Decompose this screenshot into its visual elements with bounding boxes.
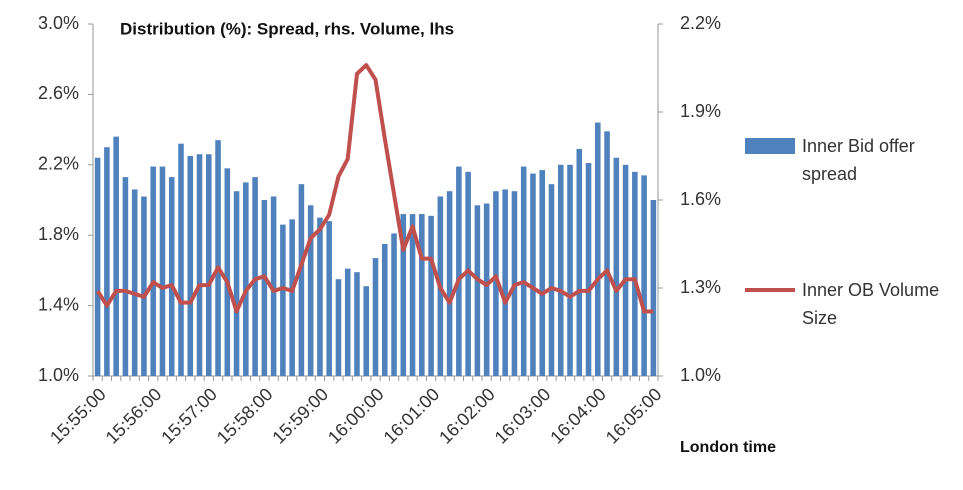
bar <box>539 170 545 376</box>
x-tick-label: 15:58:00 <box>213 384 277 448</box>
bar <box>150 166 156 376</box>
x-axis-label: London time <box>680 439 776 456</box>
legend-label: Inner Bid offer spread <box>802 136 915 184</box>
y2-tick-label: 1.9% <box>680 101 721 121</box>
bar <box>113 136 119 376</box>
bar <box>196 154 203 376</box>
bar <box>409 214 416 376</box>
bar <box>326 221 332 376</box>
x-tick-label: 15:56:00 <box>102 384 166 448</box>
bar <box>474 205 481 376</box>
bar <box>622 164 629 376</box>
bar <box>548 184 555 376</box>
x-tick-label: 16:01:00 <box>380 384 444 448</box>
y2-tick-label: 1.3% <box>680 277 721 297</box>
bar <box>187 156 194 376</box>
bar <box>557 164 564 376</box>
bar <box>344 268 351 376</box>
bar <box>94 157 101 376</box>
bar <box>567 164 573 376</box>
bar <box>613 157 620 376</box>
y-tick-label: 2.2% <box>38 154 79 174</box>
bar <box>400 214 407 376</box>
bar <box>576 148 583 376</box>
bar <box>178 143 184 376</box>
bar <box>650 200 657 376</box>
bar <box>252 177 258 376</box>
bar <box>159 166 166 376</box>
y-tick-label: 2.6% <box>38 83 79 103</box>
x-tick-label: 16:03:00 <box>491 384 555 448</box>
x-tick-label: 15:57:00 <box>157 384 221 448</box>
bar <box>280 224 286 376</box>
bar <box>530 173 536 376</box>
y-tick-label: 3.0% <box>38 13 79 33</box>
bar <box>465 171 471 376</box>
x-tick-label: 16:00:00 <box>324 384 388 448</box>
bar <box>372 258 379 376</box>
bar <box>298 184 305 376</box>
x-tick-label: 16:02:00 <box>435 384 499 448</box>
bar <box>446 191 453 376</box>
bar <box>493 191 499 376</box>
bar <box>419 214 425 376</box>
bar <box>641 175 647 376</box>
line <box>95 63 654 314</box>
bar <box>456 166 462 376</box>
bar <box>243 182 249 376</box>
x-tick-label: 16:04:00 <box>546 384 610 448</box>
bar <box>520 166 527 376</box>
bar <box>141 196 147 376</box>
bar <box>104 147 110 376</box>
bar <box>131 189 138 376</box>
bar <box>233 191 240 376</box>
bar <box>428 215 434 376</box>
y2-tick-label: 1.0% <box>680 365 721 385</box>
bar <box>307 205 314 376</box>
legend-swatch <box>745 138 795 154</box>
y-tick-label: 1.8% <box>38 224 79 244</box>
bar <box>595 122 601 376</box>
bar <box>391 233 397 376</box>
bar <box>261 200 268 376</box>
bar <box>335 279 342 376</box>
bar <box>289 219 295 376</box>
bar <box>483 203 490 376</box>
chart-title: Distribution (%): Spread, rhs. Volume, l… <box>120 19 454 38</box>
bar <box>206 154 212 376</box>
bar <box>168 177 175 376</box>
bar <box>363 286 370 376</box>
bar <box>270 196 277 376</box>
bar <box>381 244 388 376</box>
bar <box>224 168 231 376</box>
y2-tick-label: 1.6% <box>680 189 721 209</box>
bar <box>632 171 638 376</box>
x-tick-label: 16:05:00 <box>602 384 666 448</box>
bar <box>502 189 508 376</box>
bar <box>215 140 221 376</box>
bar <box>354 272 360 376</box>
bar <box>317 217 323 376</box>
x-tick-label: 15:59:00 <box>268 384 332 448</box>
y-tick-label: 1.0% <box>38 365 79 385</box>
bar <box>585 163 592 376</box>
bar <box>122 177 129 376</box>
y2-tick-label: 2.2% <box>680 13 721 33</box>
legend-label: Inner OB Volume Size <box>802 280 940 328</box>
x-tick-label: 15:55:00 <box>46 384 110 448</box>
y-tick-label: 1.4% <box>38 294 79 314</box>
bar <box>604 131 610 376</box>
